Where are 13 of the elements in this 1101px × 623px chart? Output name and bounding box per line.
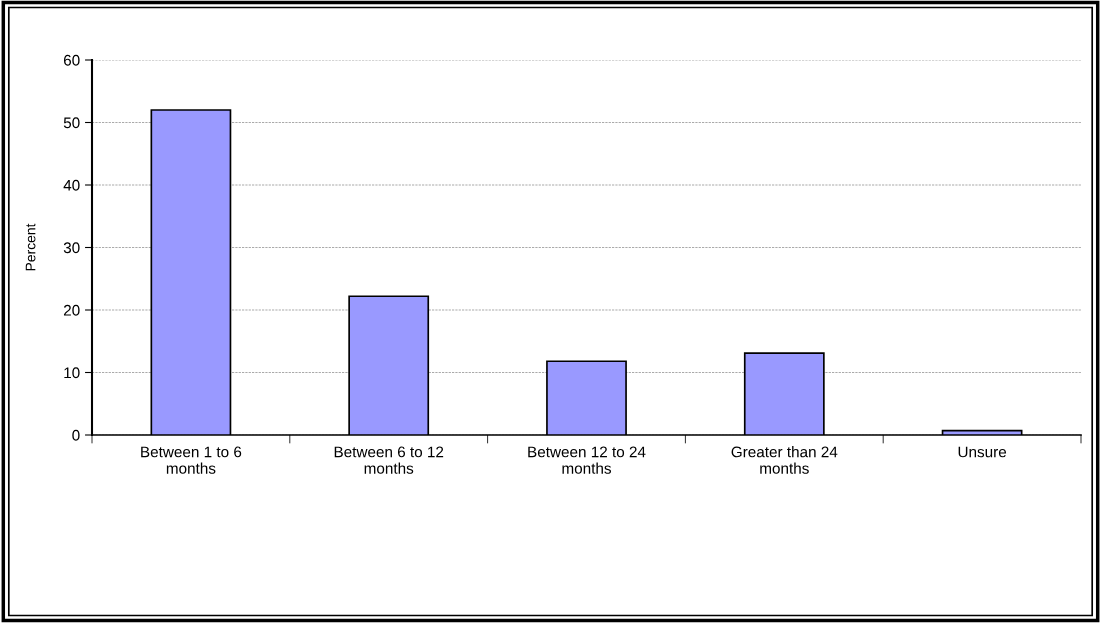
y-tick-label: 60 — [63, 54, 80, 66]
x-tick-label: Greater than 24 months — [731, 446, 838, 474]
y-tick-label: 50 — [63, 117, 80, 129]
y-tick-label: 40 — [63, 179, 80, 191]
x-tick-label: Unsure — [958, 446, 1007, 458]
y-tick-label: 20 — [63, 304, 80, 316]
x-tick-label: Between 6 to 12 months — [334, 446, 444, 474]
y-tick-label: 30 — [63, 242, 80, 254]
y-axis-title: Percent — [25, 223, 36, 271]
x-tick-label: Between 1 to 6 months — [141, 446, 242, 474]
x-tick-label: Between 12 to 24 months — [528, 446, 646, 474]
y-tick-label: 10 — [64, 367, 80, 379]
y-tick-label: 0 — [72, 429, 80, 441]
